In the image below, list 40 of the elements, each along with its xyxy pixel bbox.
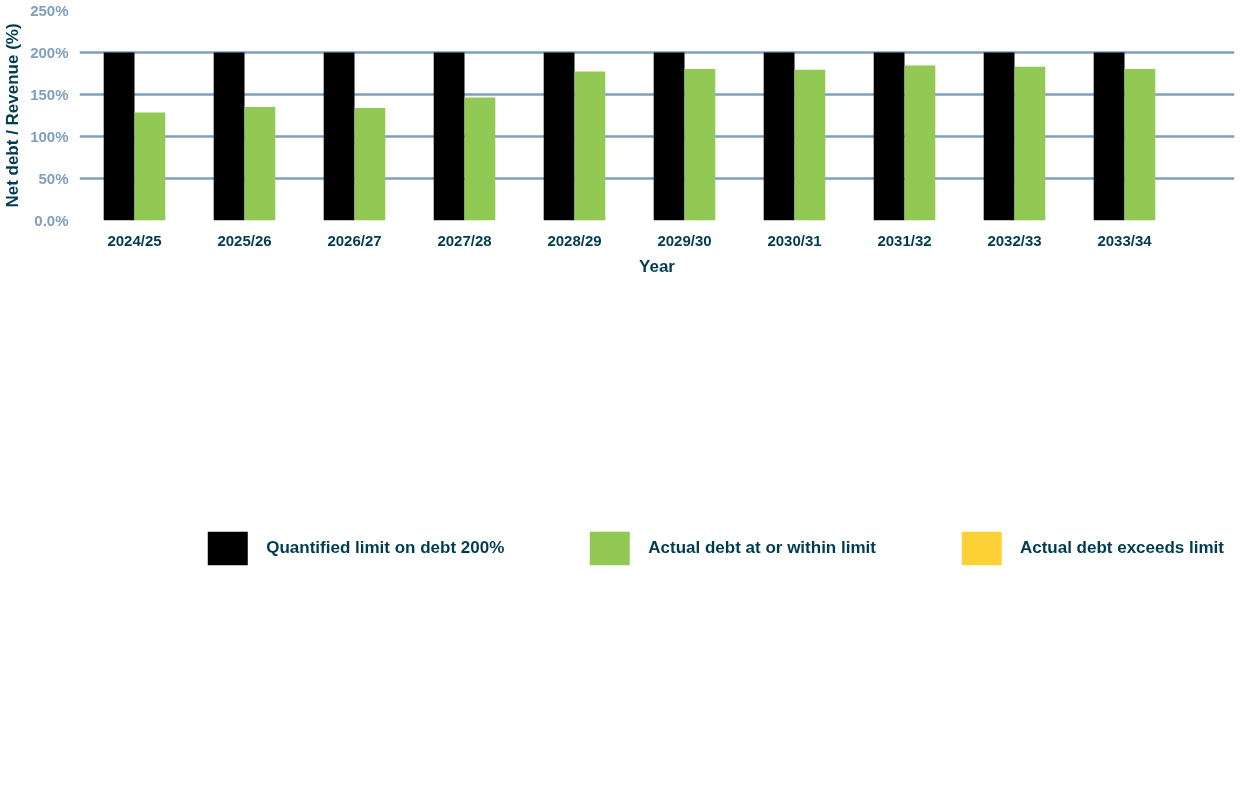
- x-tick-label: 2026/27: [327, 231, 382, 249]
- bar: [103, 52, 135, 221]
- bar: [574, 71, 606, 221]
- legend-label: Quantified limit on debt 200%: [266, 538, 505, 558]
- x-tick-label: 2029/30: [657, 231, 712, 249]
- bar: [1014, 66, 1046, 221]
- y-tick-label: 100%: [30, 128, 69, 145]
- y-axis-title: Net debt / Revenue (%): [3, 23, 23, 208]
- bar: [213, 52, 245, 221]
- bar: [904, 65, 936, 221]
- x-tick-label: 2030/31: [767, 231, 822, 249]
- x-tick-label: 2028/29: [547, 231, 602, 249]
- bar: [244, 107, 276, 221]
- bar: [873, 52, 905, 221]
- y-tick-label: 250%: [30, 2, 69, 19]
- bar: [464, 97, 496, 221]
- bar: [543, 52, 575, 221]
- x-tick-label: 2027/28: [437, 231, 492, 249]
- bar: [684, 68, 716, 221]
- y-tick-label: 50%: [38, 170, 69, 187]
- bar: [1124, 68, 1156, 221]
- bar: [323, 52, 355, 221]
- y-tick-label: 150%: [30, 86, 69, 103]
- bar: [134, 112, 166, 221]
- bar: [763, 52, 795, 221]
- x-axis-title: Year: [639, 256, 676, 276]
- bar: [794, 69, 826, 221]
- bar: [354, 107, 386, 221]
- x-tick-label: 2025/26: [217, 231, 272, 249]
- bar: [433, 52, 465, 221]
- bar: [653, 52, 685, 221]
- x-tick-label: 2032/33: [987, 231, 1042, 249]
- x-tick-label: 2033/34: [1097, 231, 1153, 249]
- bar: [1093, 52, 1125, 221]
- y-tick-label: 0.0%: [34, 212, 69, 229]
- y-tick-label: 200%: [30, 44, 69, 61]
- legend-label: Actual debt exceeds limit: [1019, 538, 1224, 558]
- x-tick-label: 2024/25: [107, 231, 162, 249]
- x-tick-label: 2031/32: [877, 231, 932, 249]
- legend-label: Actual debt at or within limit: [648, 538, 876, 558]
